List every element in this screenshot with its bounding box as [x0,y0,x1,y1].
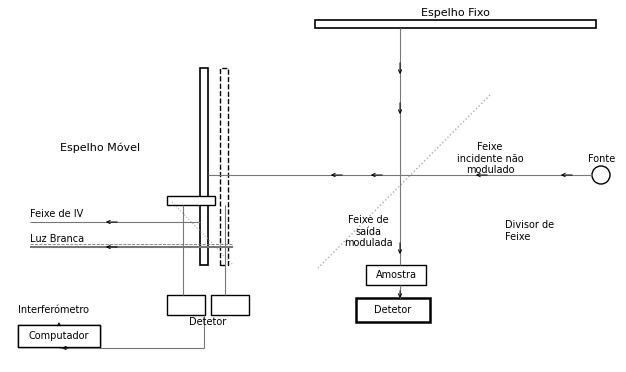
Bar [167,295,205,315]
Text: Feixe
incidente não
modulado: Feixe incidente não modulado [457,142,523,175]
Bar [315,20,596,28]
Text: Computador: Computador [29,331,90,341]
Text: Detetor: Detetor [374,305,412,315]
Text: Luz Branca: Luz Branca [30,234,84,244]
Text: Divisor de
Feixe: Divisor de Feixe [505,220,554,241]
Bar [167,196,215,205]
Bar [18,325,100,347]
Text: Feixe de IV: Feixe de IV [30,209,83,219]
Text: Amostra: Amostra [376,270,416,280]
Text: Espelho Móvel: Espelho Móvel [60,143,140,153]
Bar [366,265,426,285]
Text: Espelho Fixo: Espelho Fixo [421,8,490,18]
Text: Fonte: Fonte [588,154,615,164]
Text: Detetor: Detetor [190,317,227,327]
Bar [220,68,228,265]
Text: Feixe de
saída
modulada: Feixe de saída modulada [344,215,393,248]
Bar [200,68,208,265]
Bar [211,295,249,315]
Bar [18,325,100,347]
Bar [356,298,430,322]
Text: Interferómetro: Interferómetro [18,305,89,315]
